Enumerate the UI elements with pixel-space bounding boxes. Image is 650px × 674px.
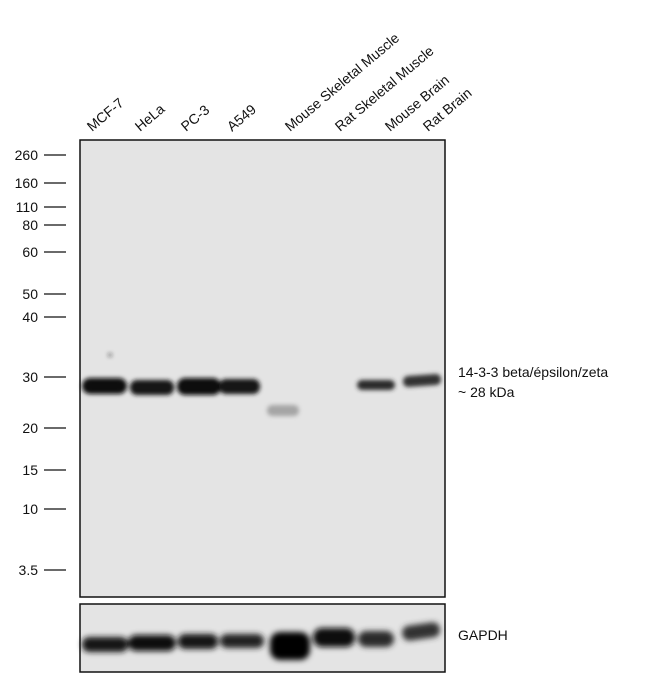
marker-label: 60	[22, 244, 38, 260]
marker-label: 50	[22, 286, 38, 302]
band-size: ~ 28 kDa	[458, 384, 515, 400]
main-blot	[79, 139, 446, 598]
marker-label: 260	[15, 147, 39, 163]
marker-label: 160	[15, 175, 39, 191]
marker-label: 80	[22, 217, 38, 233]
gapdh-bands	[82, 622, 441, 660]
band-annotation: 14-3-3 beta/épsilon/zeta	[458, 364, 608, 380]
marker-label: 10	[22, 501, 38, 517]
loading-control-label: GAPDH	[458, 627, 508, 643]
lane-label: HeLa	[132, 100, 168, 134]
marker-label: 20	[22, 420, 38, 436]
marker-label: 30	[22, 369, 38, 385]
lane-label: A549	[224, 101, 259, 134]
main-bands	[82, 353, 442, 416]
marker-label: 15	[22, 462, 38, 478]
marker-label: 110	[16, 199, 39, 215]
marker-label: 3.5	[19, 562, 39, 578]
lane-label: MCF-7	[84, 94, 127, 134]
lane-label: PC-3	[178, 101, 213, 134]
marker-label: 40	[22, 309, 38, 325]
